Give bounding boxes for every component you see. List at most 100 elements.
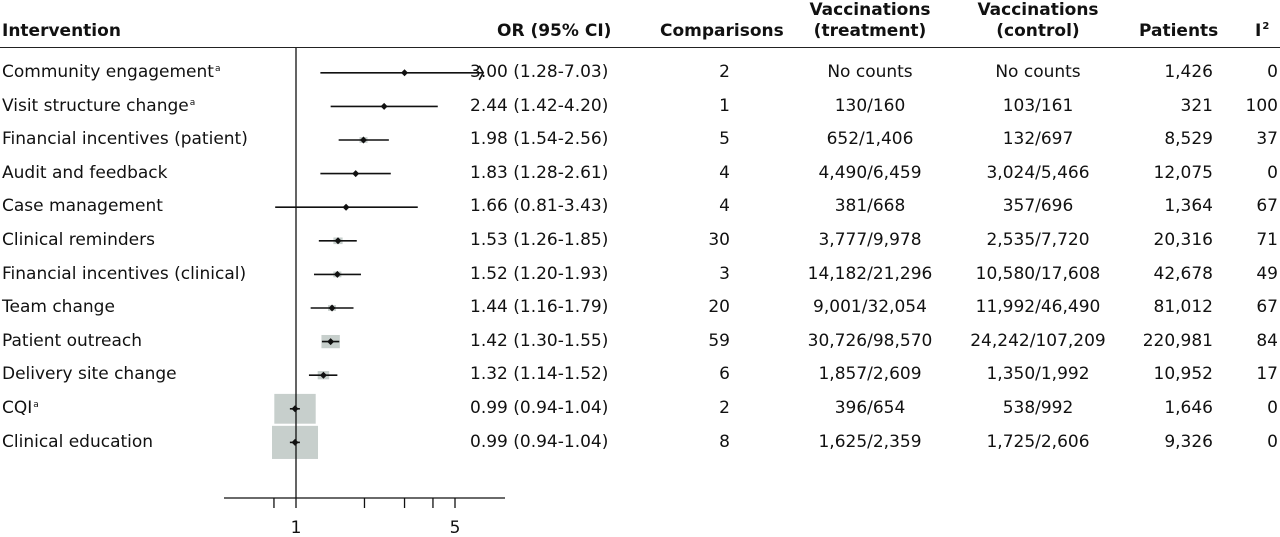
intervention-cell: Delivery site change — [2, 358, 177, 391]
comparisons-cell: 4 — [719, 162, 730, 183]
comparisons-cell: 2 — [719, 62, 730, 82]
treatment-cell: 3,777/9,978 — [818, 230, 922, 250]
intervention-name: Financial incentives (clinical) — [2, 263, 247, 284]
header-comparisons: Comparisons — [660, 21, 784, 41]
ci-arrow — [478, 65, 485, 81]
patients-cell: 1,364 — [1164, 196, 1213, 217]
treatment-cell: 1,625/2,359 — [818, 431, 922, 452]
point-estimate — [334, 237, 342, 245]
i2-cell: 100 — [1245, 95, 1278, 116]
control-cell: 24,242/107,209 — [970, 330, 1106, 351]
treatment-cell: 14,182/21,296 — [807, 263, 933, 284]
header-vaccinations-control-line2: (control) — [996, 21, 1080, 41]
header-patients: Patients — [1139, 21, 1219, 41]
or-ci-cell: 1.32 (1.14-1.52) — [470, 364, 609, 385]
patients-cell: 1,646 — [1164, 398, 1213, 418]
intervention-cell: Patient outreach — [2, 325, 142, 358]
or-ci-cell: 3.00 (1.28-7.03) — [470, 62, 609, 82]
or-ci-cell: 1.53 (1.26-1.85) — [470, 230, 609, 250]
comparisons-cell: 6 — [719, 364, 730, 385]
header-i2: I2 — [1255, 21, 1269, 44]
header-vaccinations-control-line1: Vaccinations — [977, 0, 1099, 20]
comparisons-cell: 5 — [719, 129, 730, 150]
or-ci-cell: 1.98 (1.54-2.56) — [470, 129, 609, 150]
intervention-cell: Visit structure changea — [2, 90, 195, 123]
point-estimate — [352, 170, 360, 178]
comparisons-cell: 4 — [719, 196, 730, 217]
intervention-name: Audit and feedback — [2, 162, 168, 183]
treatment-cell: 130/160 — [834, 95, 906, 116]
patients-cell: 321 — [1180, 95, 1213, 116]
point-estimate — [291, 405, 299, 413]
header-or: OR (95% CI) — [497, 21, 612, 41]
or-ci-cell: 1.66 (0.81-3.43) — [470, 196, 609, 217]
header-vaccinations-control: Vaccinations (control) — [963, 0, 1113, 42]
control-cell: 132/697 — [1002, 129, 1074, 150]
treatment-cell: 9,001/32,054 — [813, 297, 927, 318]
i2-cell: 67 — [1256, 196, 1278, 217]
patients-cell: 42,678 — [1153, 263, 1213, 284]
patients-cell: 9,326 — [1164, 431, 1213, 452]
header-vaccinations-treatment-line1: Vaccinations — [809, 0, 931, 20]
control-cell: 538/992 — [1002, 398, 1074, 418]
i2-cell: 17 — [1256, 364, 1278, 385]
control-cell: No counts — [995, 62, 1081, 82]
intervention-name: CQI — [2, 398, 33, 418]
comparisons-cell: 1 — [719, 95, 730, 116]
point-estimate — [342, 203, 350, 211]
header-i2-letter: I — [1255, 21, 1262, 41]
intervention-cell: Financial incentives (patient) — [2, 123, 248, 156]
i2-cell: 67 — [1256, 297, 1278, 318]
patients-cell: 1,426 — [1164, 62, 1213, 82]
intervention-name: Financial incentives (patient) — [2, 129, 248, 150]
intervention-name: Clinical reminders — [2, 230, 155, 250]
or-ci-cell: 2.44 (1.42-4.20) — [470, 95, 609, 116]
header-vaccinations-treatment: Vaccinations (treatment) — [795, 0, 945, 42]
patients-cell: 12,075 — [1153, 162, 1213, 183]
point-estimate — [380, 102, 388, 110]
comparisons-cell: 3 — [719, 263, 730, 284]
control-cell: 1,350/1,992 — [986, 364, 1090, 385]
treatment-cell: 381/668 — [834, 196, 906, 217]
comparisons-cell: 2 — [719, 398, 730, 418]
control-cell: 357/696 — [1002, 196, 1074, 217]
or-ci-cell: 1.83 (1.28-2.61) — [470, 162, 609, 183]
intervention-name: Visit structure change — [2, 95, 189, 116]
point-estimate — [319, 371, 327, 379]
footnote-marker: a — [214, 64, 221, 74]
control-cell: 2,535/7,720 — [986, 230, 1090, 250]
i2-cell: 49 — [1256, 263, 1278, 284]
intervention-name: Team change — [2, 297, 115, 318]
point-estimate — [328, 304, 336, 312]
patients-cell: 10,952 — [1153, 364, 1213, 385]
comparisons-cell: 20 — [708, 297, 730, 318]
intervention-cell: CQIa — [2, 392, 39, 425]
i2-cell: 84 — [1256, 330, 1278, 351]
intervention-cell: Audit and feedback — [2, 157, 167, 190]
or-ci-cell: 0.99 (0.94-1.04) — [470, 398, 609, 418]
treatment-cell: 4,490/6,459 — [818, 162, 922, 183]
point-estimate — [401, 69, 409, 77]
treatment-cell: No counts — [827, 62, 913, 82]
footnote-marker: a — [33, 400, 39, 410]
treatment-cell: 652/1,406 — [826, 129, 914, 150]
patients-cell: 20,316 — [1153, 230, 1213, 250]
i2-cell: 37 — [1256, 129, 1278, 150]
patients-cell: 81,012 — [1153, 297, 1213, 318]
control-cell: 1,725/2,606 — [986, 431, 1090, 452]
point-estimate — [327, 338, 335, 346]
intervention-cell: Team change — [2, 291, 115, 324]
intervention-cell: Financial incentives (clinical) — [2, 258, 246, 291]
intervention-name: Case management — [2, 196, 163, 217]
treatment-cell: 1,857/2,609 — [818, 364, 922, 385]
patients-cell: 8,529 — [1164, 129, 1213, 150]
control-cell: 103/161 — [1002, 95, 1074, 116]
point-estimate — [291, 438, 299, 446]
or-ci-cell: 1.52 (1.20-1.93) — [470, 263, 609, 284]
point-estimate — [359, 136, 367, 144]
control-cell: 11,992/46,490 — [975, 297, 1101, 318]
or-ci-cell: 0.99 (0.94-1.04) — [470, 431, 609, 452]
footnote-marker: a — [189, 97, 196, 108]
x-tick-label: 5 — [450, 518, 461, 537]
